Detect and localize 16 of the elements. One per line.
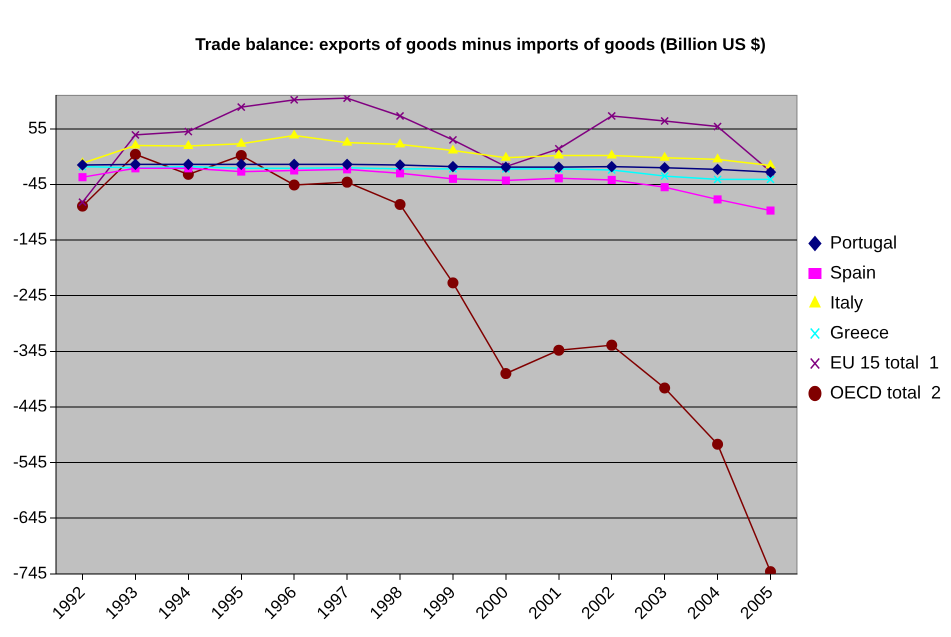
legend-label: Italy	[830, 292, 863, 312]
legend-label: Spain	[830, 262, 876, 282]
y-tick-label: -645	[12, 508, 48, 527]
legend-label: OECD total 2	[830, 382, 942, 402]
legend-label: Portugal	[830, 232, 898, 252]
legend-label: Greece	[830, 322, 889, 342]
y-tick-label: -445	[12, 396, 48, 416]
chart-title: Trade balance: exports of goods minus imports of goods (Billion US $)	[195, 34, 766, 54]
y-tick-label: -45	[22, 174, 48, 194]
legend-label: EU 15 total 1	[830, 352, 940, 372]
y-tick-label: 55	[28, 118, 48, 138]
y-tick-label: -245	[12, 285, 48, 304]
y-tick-label: -545	[12, 452, 48, 472]
y-tick-label: -345	[12, 340, 48, 360]
y-tick-label: -145	[12, 230, 48, 249]
y-tick-label: -745	[12, 564, 48, 583]
